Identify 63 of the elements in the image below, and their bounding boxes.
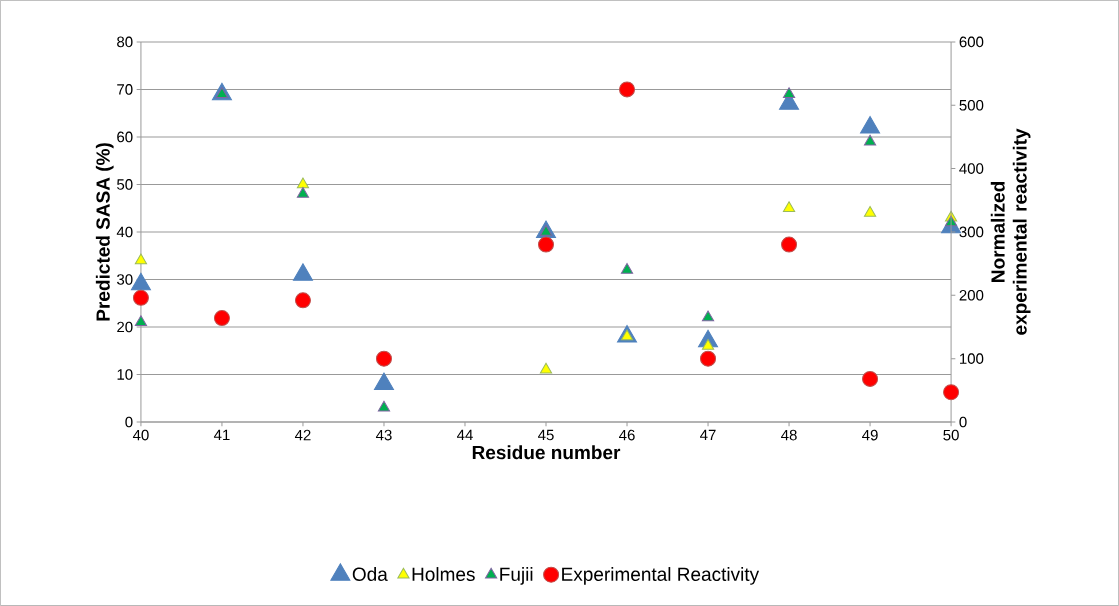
- point: [620, 263, 634, 274]
- y-tick-label: 0: [125, 416, 133, 428]
- y-axis-title: Predicted SASA (%): [95, 143, 114, 321]
- point: [375, 350, 392, 367]
- y-tick-label: 60: [117, 131, 133, 143]
- point: [373, 372, 394, 391]
- y2-tick-label: 600: [959, 36, 984, 48]
- x-tick-label: 44: [456, 429, 473, 441]
- legend-label: Experimental Reactivity: [562, 567, 760, 585]
- x-tick-label: 43: [375, 429, 392, 441]
- x-tick-label: 42: [294, 429, 311, 441]
- point: [943, 384, 960, 401]
- point: [782, 201, 796, 212]
- point: [863, 205, 877, 217]
- point: [294, 292, 311, 309]
- point: [863, 134, 877, 146]
- point: [701, 339, 715, 350]
- point: [781, 236, 798, 253]
- point: [620, 329, 634, 341]
- x-tick-label: 49: [862, 429, 878, 441]
- y2-tick-label: 500: [959, 99, 984, 111]
- point: [215, 87, 229, 98]
- y2-tick-label: 100: [960, 353, 984, 364]
- y-tick-label: 10: [117, 369, 133, 380]
- y2-tick-label: 200: [959, 290, 984, 301]
- point: [700, 350, 717, 367]
- point: [539, 362, 553, 374]
- point: [860, 115, 881, 134]
- point: [213, 310, 230, 327]
- point: [701, 310, 715, 322]
- point: [134, 315, 148, 327]
- point: [619, 81, 636, 98]
- y2-axis-title: Normalized experimental reactivity: [990, 128, 1031, 335]
- x-tick-label: 47: [700, 429, 716, 441]
- legend-label: Fujii: [500, 567, 533, 585]
- y2-tick-label: 400: [959, 163, 984, 174]
- point: [132, 289, 149, 306]
- x-tick-label: 41: [213, 429, 230, 441]
- y2-tick-label: 300: [959, 226, 984, 238]
- point: [782, 87, 796, 98]
- y-tick-label: 30: [117, 274, 133, 285]
- y-tick-label: 80: [117, 36, 133, 48]
- x-tick-label: 40: [132, 429, 149, 441]
- point: [538, 236, 555, 253]
- point: [134, 253, 148, 265]
- point: [296, 186, 310, 198]
- legend-label: Oda: [352, 567, 388, 582]
- x-axis-title: Residue number: [472, 445, 621, 460]
- point: [377, 400, 391, 412]
- y-tick-label: 50: [117, 179, 133, 190]
- y2-tick-label: 0: [959, 416, 967, 428]
- point: [292, 263, 313, 281]
- x-tick-label: 50: [943, 429, 959, 441]
- x-tick-label: 48: [781, 429, 797, 441]
- x-tick-label: 46: [619, 429, 635, 441]
- point: [296, 177, 310, 189]
- x-tick-label: 45: [538, 429, 554, 441]
- legend-label: Holmes: [412, 567, 475, 582]
- y-tick-label: 20: [117, 321, 133, 333]
- point: [539, 224, 553, 236]
- point: [862, 370, 879, 387]
- y-tick-label: 70: [117, 84, 133, 95]
- y-tick-label: 40: [116, 226, 133, 238]
